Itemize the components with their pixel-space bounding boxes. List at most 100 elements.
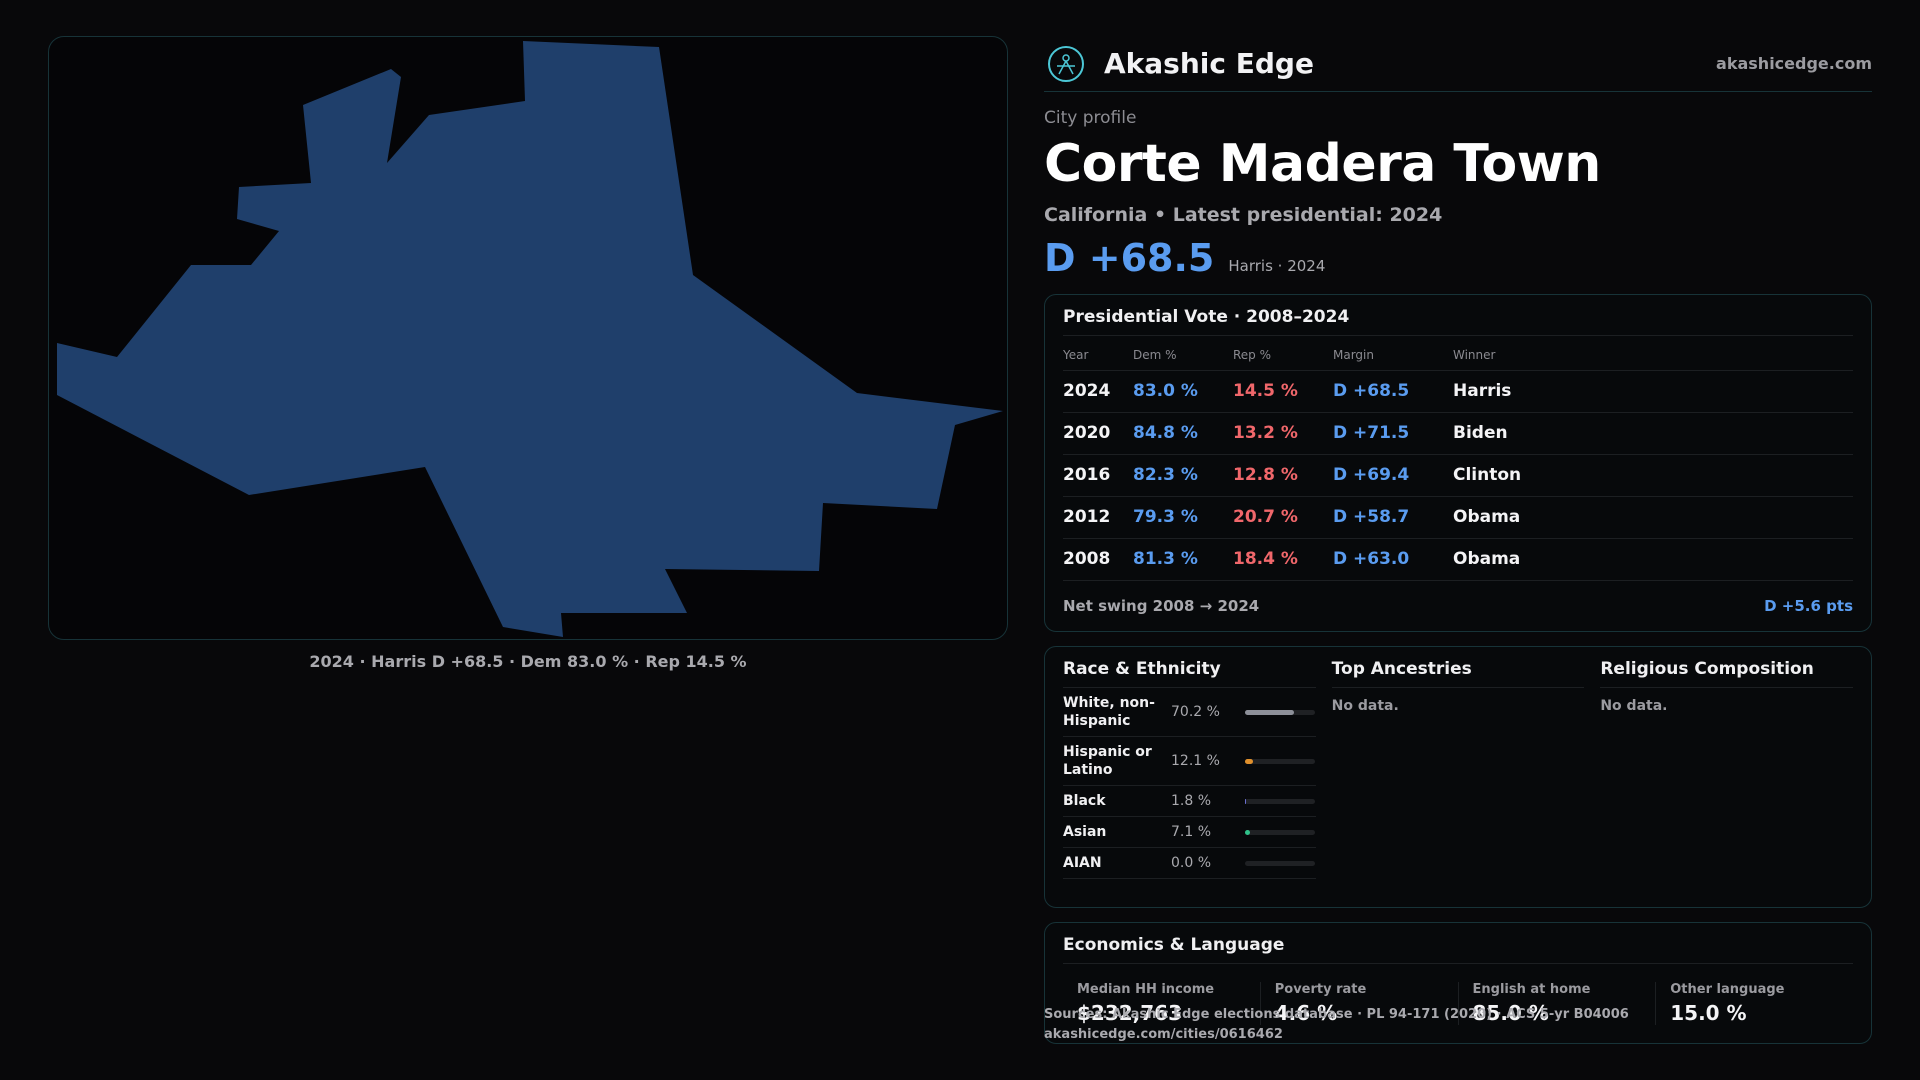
race-bar-fill (1245, 829, 1250, 835)
akashic-logo-icon[interactable] (1048, 45, 1084, 82)
cell-winner: Obama (1453, 538, 1853, 581)
race-bar-track (1245, 709, 1315, 715)
presidential-vote-title: Presidential Vote · 2008–2024 (1063, 307, 1853, 336)
cell-year: 2012 (1063, 496, 1133, 539)
econ-label: English at home (1472, 982, 1591, 997)
religion-title: Religious Composition (1600, 659, 1854, 688)
cell-rep: 14.5 % (1233, 370, 1333, 413)
race-row: White, non-Hispanic 70.2 % (1063, 688, 1316, 737)
race-bar-fill (1245, 798, 1247, 804)
econ-cell-poverty: Poverty rate 4.6 % (1259, 982, 1458, 1025)
cell-margin: D +71.5 (1333, 412, 1453, 455)
economics-card: Economics & Language Median HH income $2… (1044, 922, 1872, 1044)
race-ethnicity-title: Race & Ethnicity (1063, 659, 1316, 688)
table-row: 2024 83.0 % 14.5 % D +68.5 Harris (1063, 370, 1853, 413)
cell-margin: D +58.7 (1333, 496, 1453, 539)
cell-dem: 81.3 % (1133, 538, 1233, 581)
presidential-vote-table: Year Dem % Rep % Margin Winner 2024 83.0… (1063, 340, 1853, 581)
headline-margin-sub: Harris · 2024 (1228, 257, 1326, 275)
presidential-vote-card: Presidential Vote · 2008–2024 Year Dem %… (1044, 294, 1872, 632)
brand-url[interactable]: akashicedge.com (1716, 54, 1872, 73)
net-swing: Net swing 2008 → 2024 D +5.6 pts (1063, 597, 1853, 615)
source-url[interactable]: akashicedge.com/cities/0616462 (1044, 1027, 1283, 1042)
cell-year: 2020 (1063, 412, 1133, 455)
cell-dem: 83.0 % (1133, 370, 1233, 413)
race-pct: 12.1 % (1171, 753, 1220, 769)
race-pct: 1.8 % (1171, 793, 1212, 809)
ancestries-title: Top Ancestries (1331, 659, 1585, 688)
map-panel (48, 36, 1008, 640)
source-footer: Sources: Akashic Edge elections database… (1044, 1005, 1629, 1045)
race-bar-fill (1245, 758, 1254, 764)
race-ethnicity-section: Race & Ethnicity White, non-Hispanic 70.2… (1063, 659, 1316, 895)
race-row: Asian 7.1 % (1063, 817, 1316, 848)
econ-value: 85.0 % (1472, 1001, 1549, 1025)
source-line: Sources: Akashic Edge elections database… (1044, 1007, 1629, 1022)
cell-rep: 18.4 % (1233, 538, 1333, 581)
cell-rep: 13.2 % (1233, 412, 1333, 455)
cell-rep: 20.7 % (1233, 496, 1333, 539)
race-pct: 7.1 % (1171, 824, 1212, 840)
race-label: Black (1063, 793, 1106, 809)
headline-margin: D +68.5 Harris · 2024 (1044, 236, 1872, 280)
demographics-card: Race & Ethnicity White, non-Hispanic 70.2… (1044, 646, 1872, 908)
brand: Akashic Edge (1044, 45, 1314, 82)
table-row: 2020 84.8 % 13.2 % D +71.5 Biden (1063, 412, 1853, 455)
table-row: 2012 79.3 % 20.7 % D +58.7 Obama (1063, 496, 1853, 539)
col-header-dem: Dem % (1133, 340, 1233, 371)
econ-cell-english: English at home 85.0 % (1457, 982, 1656, 1025)
religion-section: Religious Composition No data. (1600, 659, 1854, 895)
race-row: AIAN 0.0 % (1063, 848, 1316, 879)
cell-margin: D +63.0 (1333, 538, 1453, 581)
brand-header: Akashic Edge akashicedge.com (1044, 36, 1872, 92)
ancestries-empty: No data. (1331, 698, 1399, 714)
econ-value: 4.6 % (1274, 1001, 1338, 1025)
net-swing-label: Net swing 2008 → 2024 (1063, 596, 1260, 615)
cell-winner: Clinton (1453, 454, 1853, 497)
city-boundary-map (57, 41, 1003, 637)
race-label: Hispanic or Latino (1063, 744, 1152, 778)
econ-cell-income: Median HH income $232,763 (1063, 982, 1260, 1025)
cell-margin: D +69.4 (1333, 454, 1453, 497)
race-pct: 0.0 % (1171, 855, 1212, 871)
race-label: White, non-Hispanic (1063, 695, 1155, 729)
cell-dem: 79.3 % (1133, 496, 1233, 539)
page-title: Corte Madera Town (1044, 134, 1601, 194)
table-header-row: Year Dem % Rep % Margin Winner (1063, 340, 1853, 371)
econ-value: $232,763 (1077, 1001, 1183, 1025)
race-bar-track (1245, 860, 1315, 866)
race-pct: 70.2 % (1171, 704, 1220, 720)
page-kicker: City profile (1044, 108, 1137, 128)
page-subtitle: California • Latest presidential: 2024 (1044, 204, 1443, 226)
cell-winner: Biden (1453, 412, 1853, 455)
cell-rep: 12.8 % (1233, 454, 1333, 497)
economics-title: Economics & Language (1063, 935, 1853, 964)
econ-label: Poverty rate (1274, 982, 1367, 997)
cell-year: 2016 (1063, 454, 1133, 497)
race-bar-track (1245, 798, 1315, 804)
table-row: 2016 82.3 % 12.8 % D +69.4 Clinton (1063, 454, 1853, 497)
table-row: 2008 81.3 % 18.4 % D +63.0 Obama (1063, 538, 1853, 581)
col-header-rep: Rep % (1233, 340, 1333, 371)
econ-label: Other language (1670, 982, 1785, 997)
cell-year: 2024 (1063, 370, 1133, 413)
city-boundary-shape[interactable] (57, 41, 1003, 637)
economics-grid: Median HH income $232,763 Poverty rate 4… (1063, 982, 1853, 1025)
cell-dem: 84.8 % (1133, 412, 1233, 455)
profile-column: Akashic Edge akashicedge.com City profil… (1044, 36, 1872, 1044)
race-label: AIAN (1063, 855, 1102, 871)
headline-margin-value: D +68.5 (1044, 236, 1215, 280)
econ-cell-other-language: Other language 15.0 % (1655, 982, 1853, 1025)
race-bar-track (1245, 829, 1315, 835)
col-header-margin: Margin (1333, 340, 1453, 371)
col-header-year: Year (1063, 340, 1133, 371)
econ-value: 15.0 % (1670, 1001, 1747, 1025)
race-row: Black 1.8 % (1063, 786, 1316, 817)
race-bar-track (1245, 758, 1315, 764)
cell-winner: Harris (1453, 370, 1853, 413)
religion-empty: No data. (1600, 698, 1668, 714)
cell-dem: 82.3 % (1133, 454, 1233, 497)
net-swing-value: D +5.6 pts (1764, 596, 1853, 615)
cell-margin: D +68.5 (1333, 370, 1453, 413)
econ-label: Median HH income (1077, 982, 1215, 997)
